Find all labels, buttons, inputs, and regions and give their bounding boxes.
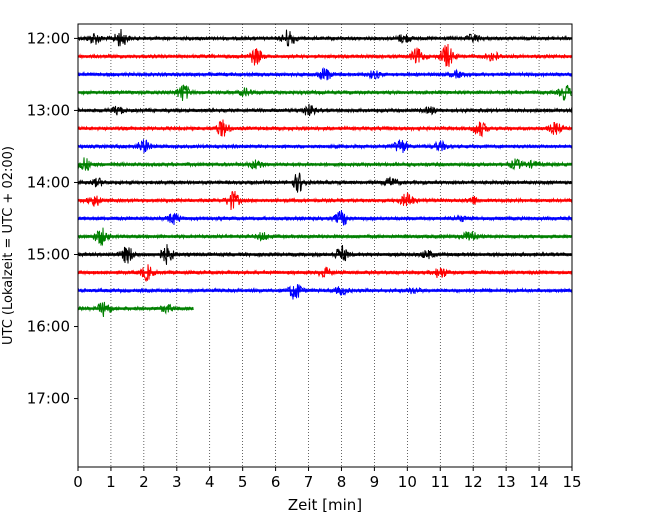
trace-group xyxy=(77,28,573,318)
x-tick-label: 0 xyxy=(73,473,83,491)
x-tick-label: 5 xyxy=(238,473,248,491)
y-tick-label: 13:00 xyxy=(27,101,70,119)
x-tick-label: 3 xyxy=(172,473,182,491)
y-tick-label: 16:00 xyxy=(27,318,70,336)
y-tick-label: 14:00 xyxy=(27,173,70,191)
x-tick-label: 12 xyxy=(464,473,483,491)
y-axis-ticks: 12:00 13:00 14:00 15:00 16:00 17:00 xyxy=(27,29,78,408)
x-tick-label: 7 xyxy=(304,473,314,491)
x-tick-label: 4 xyxy=(205,473,215,491)
y-tick-label: 15:00 xyxy=(27,246,70,264)
x-tick-label: 8 xyxy=(337,473,347,491)
x-tick-label: 13 xyxy=(497,473,516,491)
x-tick-label: 1 xyxy=(106,473,116,491)
y-tick-label: 12:00 xyxy=(27,29,70,47)
x-tick-label: 11 xyxy=(431,473,450,491)
x-axis-ticks: 0 1 2 3 4 5 6 7 8 9 10 11 12 13 14 15 xyxy=(73,467,582,491)
grid-lines xyxy=(110,24,540,467)
plot-frame xyxy=(77,23,573,468)
x-axis-label: Zeit [min] xyxy=(288,496,362,514)
x-tick-label: 15 xyxy=(562,473,581,491)
y-axis-label: UTC (Lokalzeit = UTC + 02:00) xyxy=(1,146,16,345)
y-tick-label: 17:00 xyxy=(27,390,70,408)
x-tick-label: 10 xyxy=(398,473,417,491)
x-tick-label: 6 xyxy=(271,473,281,491)
x-tick-label: 2 xyxy=(139,473,149,491)
x-tick-label: 14 xyxy=(530,473,549,491)
x-tick-label: 9 xyxy=(370,473,380,491)
